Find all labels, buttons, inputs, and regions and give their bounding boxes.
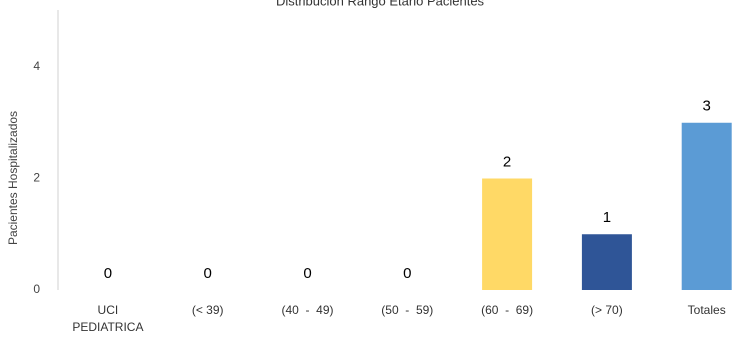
x-tick-label: UCI PEDIATRICA xyxy=(72,303,144,334)
chart-title: Distribución Rango Etario Pacientes xyxy=(276,0,485,8)
x-tick-label: (50 - 59) xyxy=(381,303,434,317)
bar xyxy=(482,178,533,290)
x-tick-label: (40 - 49) xyxy=(281,303,334,317)
data-label: 0 xyxy=(104,265,112,282)
y-axis-label: Pacientes Hospitalizados xyxy=(6,111,20,245)
data-label: 0 xyxy=(204,265,212,282)
bar xyxy=(581,234,632,290)
x-tick-label: Totales xyxy=(687,303,726,317)
data-label: 1 xyxy=(603,209,611,226)
x-tick-label: (< 39) xyxy=(191,303,224,317)
data-label: 3 xyxy=(703,98,711,115)
x-tick-label: (> 70) xyxy=(591,303,623,317)
y-tick-label: 2 xyxy=(33,171,40,185)
data-label: 2 xyxy=(503,153,511,170)
data-label: 0 xyxy=(403,265,411,282)
y-tick-label: 4 xyxy=(33,59,40,73)
data-label: 0 xyxy=(303,265,311,282)
bar xyxy=(681,122,732,290)
y-tick-label: 0 xyxy=(33,282,40,296)
x-tick-label: (60 - 69) xyxy=(481,303,534,317)
